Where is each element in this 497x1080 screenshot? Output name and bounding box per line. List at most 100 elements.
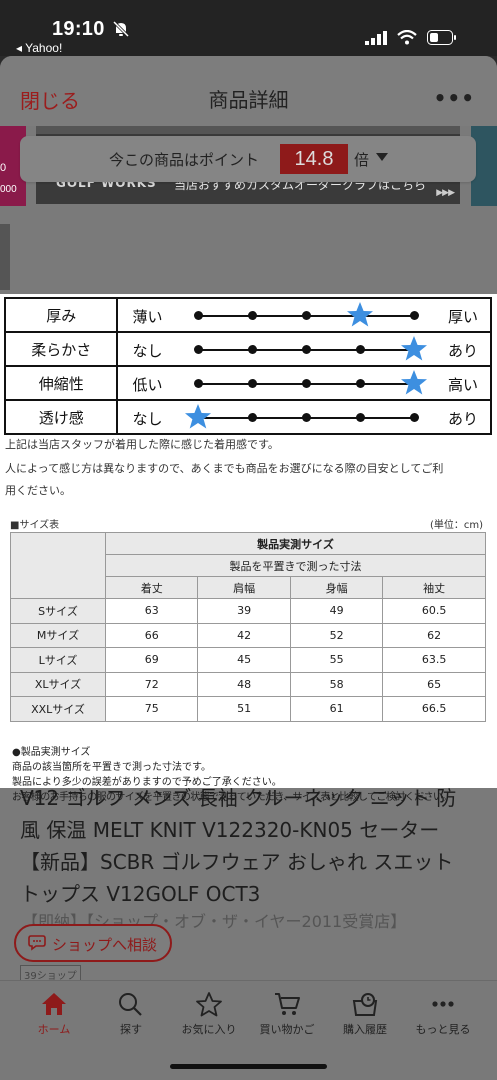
tab-favorites[interactable]: お気に入り xyxy=(169,991,249,1037)
tab-more[interactable]: もっと見る xyxy=(403,991,483,1037)
close-button[interactable]: 閉じる xyxy=(20,89,80,113)
size-value: 52 xyxy=(289,622,384,648)
product-title-line: V12 ゴルフ メンズ 長袖 クルーネック ニット 防 xyxy=(20,786,457,810)
tab-label: もっと見る xyxy=(415,1023,471,1036)
home-indicator[interactable] xyxy=(170,1064,327,1069)
search-icon xyxy=(119,993,142,1016)
size-value: 49 xyxy=(289,598,384,624)
feel-row: 厚み 薄い 厚い xyxy=(3,297,492,333)
points-dropdown[interactable]: 今この商品はポイント 14.8 倍 xyxy=(20,136,476,182)
size-value: 62 xyxy=(382,622,486,648)
size-header-sub: 製品を平置きで測った寸法 xyxy=(105,554,486,577)
size-corner-cell xyxy=(10,532,106,599)
size-note: ●製品実測サイズ xyxy=(12,747,91,758)
size-table: 製品実測サイズ 製品を平置きで測った寸法 着丈 肩幅 身幅 袖丈 Sサイズ 63 39 49… xyxy=(10,532,486,722)
scale-dot xyxy=(410,311,420,320)
size-column-header: 身幅 xyxy=(289,576,384,599)
cart-icon xyxy=(275,993,300,1015)
size-value: 39 xyxy=(197,598,291,624)
scale-dot xyxy=(356,413,366,422)
scale-dot xyxy=(248,379,258,388)
product-title-line: 風 保温 MELT KNIT V122320-KN05 セーター xyxy=(20,818,440,842)
tab-label: お気に入り xyxy=(181,1023,237,1036)
feel-scale: なし あり xyxy=(116,399,492,435)
size-value: 60.5 xyxy=(382,598,486,624)
scale-dot xyxy=(248,345,258,354)
shop-consult-button[interactable]: ショップへ相談 xyxy=(14,924,172,962)
scale-dot xyxy=(302,413,312,422)
scale-low-label: なし xyxy=(132,410,163,428)
size-table-unit: (単位：cm) xyxy=(429,520,483,531)
size-value: 66 xyxy=(104,622,199,648)
feel-name: 厚み xyxy=(3,297,119,333)
tab-cart[interactable]: 買い物かご xyxy=(247,991,327,1037)
scale-high-label: 厚い xyxy=(447,308,478,326)
size-label: Lサイズ xyxy=(10,647,106,673)
status-bar: 19:10 ◂ Yahoo! xyxy=(0,0,497,56)
size-value: 51 xyxy=(197,696,291,722)
product-title: V12 ゴルフ メンズ 長袖 クルーネック ニット 防 風 保温 MELT KN… xyxy=(20,782,480,910)
rating-star-icon xyxy=(347,302,374,327)
product-title-line: 【新品】SCBR ゴルフウェア おしゃれ スエット xyxy=(20,850,454,874)
scale-dot xyxy=(356,379,366,388)
feel-note: 人によって感じ方は異なりますので、あくまでも商品をお選びになる際の目安としてご利… xyxy=(5,462,444,497)
shop-consult-label: ショップへ相談 xyxy=(52,936,158,954)
more-menu-button[interactable]: ••• xyxy=(433,86,475,110)
size-value: 55 xyxy=(289,647,384,673)
scale-dot xyxy=(302,379,312,388)
fit-feel-table: 厚み 薄い 厚い 柔らかさ なし あり 伸縮性 低い 高い 透け感 なし あり xyxy=(3,297,492,435)
table-row: XXLサイズ 75 51 61 66.5 xyxy=(10,696,486,722)
points-value: 14.8 xyxy=(280,144,348,174)
tab-search[interactable]: 探す xyxy=(91,991,171,1037)
size-value: 69 xyxy=(104,647,199,673)
tab-history[interactable]: 購入履歴 xyxy=(325,991,405,1037)
table-row: XLサイズ 72 48 58 65 xyxy=(10,671,486,697)
points-unit: 倍 xyxy=(354,151,370,169)
size-value: 65 xyxy=(382,671,486,697)
battery-icon xyxy=(427,30,456,45)
size-value: 63.5 xyxy=(382,647,486,673)
table-row: Mサイズ 66 42 52 62 xyxy=(10,622,486,648)
signal-icon xyxy=(365,30,387,45)
background-image-edge xyxy=(0,224,10,290)
scale-dot xyxy=(248,413,258,422)
scale-high-label: あり xyxy=(447,342,478,360)
feel-name: 伸縮性 xyxy=(3,365,119,401)
scale-dot xyxy=(356,345,366,354)
size-value: 75 xyxy=(104,696,199,722)
scale-low-label: 薄い xyxy=(132,308,163,326)
side-banner-text: 000 xyxy=(0,184,17,195)
size-table-title: ■サイズ表 xyxy=(10,520,60,531)
banner-stripe xyxy=(36,126,460,134)
status-icons xyxy=(365,30,457,45)
scale-dot xyxy=(194,379,204,388)
wifi-icon xyxy=(397,30,417,45)
feel-row: 伸縮性 低い 高い xyxy=(3,365,492,401)
size-note: 製品により多少の誤差がありますので予めご了承ください。 xyxy=(12,777,282,788)
size-note: お客様のお手持ちの服のサイズを平置きの状態で測っていただき、サイズ表と比較してご… xyxy=(12,792,452,803)
feel-row: 透け感 なし あり xyxy=(3,399,492,435)
home-icon xyxy=(42,993,66,1015)
size-label: XXLサイズ xyxy=(10,696,106,722)
tab-home[interactable]: ホーム xyxy=(14,991,94,1037)
product-spec-image[interactable]: 厚み 薄い 厚い 柔らかさ なし あり 伸縮性 低い 高い 透け感 なし あり 上記は当店スタッフが着… xyxy=(0,294,497,803)
star-icon xyxy=(196,992,222,1017)
scale-dot xyxy=(194,311,204,320)
table-row: Sサイズ 63 39 49 60.5 xyxy=(10,598,486,624)
back-to-app-link[interactable]: ◂ Yahoo! xyxy=(16,41,63,55)
feel-name: 透け感 xyxy=(3,399,119,435)
tab-label: 探す xyxy=(120,1023,142,1036)
bottom-tab-bar: ホーム 探す お気に入り 買い物かご xyxy=(0,980,497,1080)
product-title-line: トップス V12GOLF OCT3 xyxy=(20,882,261,906)
feel-name: 柔らかさ xyxy=(3,331,119,367)
size-value: 42 xyxy=(197,622,291,648)
size-header-main: 製品実測サイズ xyxy=(105,532,486,555)
rating-star-icon xyxy=(401,336,428,361)
side-banner-text: 0 xyxy=(0,162,7,174)
clock: 19:10 xyxy=(52,18,105,40)
scale-high-label: 高い xyxy=(447,376,478,394)
scale-dot xyxy=(302,311,312,320)
feel-scale: 薄い 厚い xyxy=(116,297,492,333)
table-row: Lサイズ 69 45 55 63.5 xyxy=(10,647,486,673)
size-column-header: 着丈 xyxy=(104,576,199,599)
